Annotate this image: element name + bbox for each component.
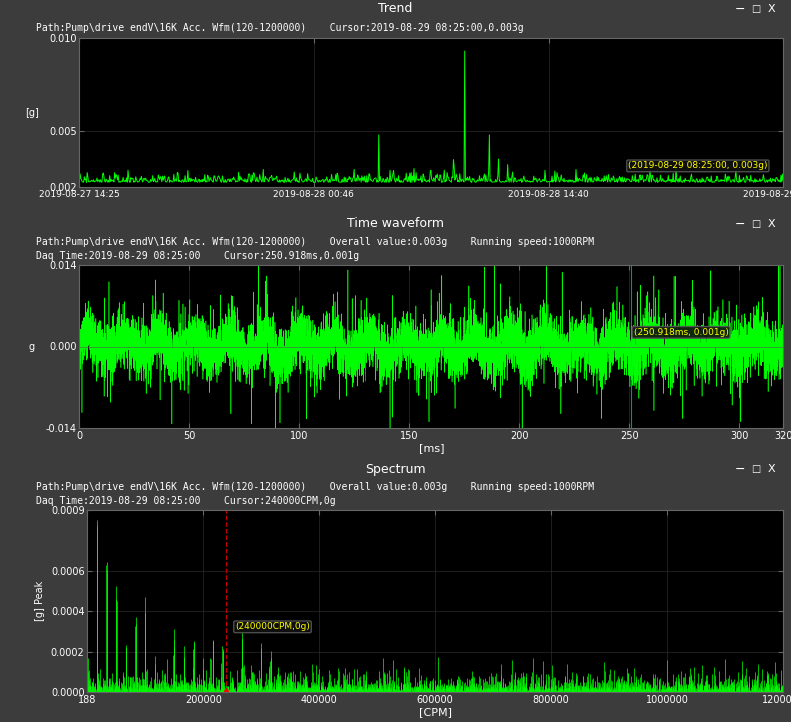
Text: −: − (734, 463, 745, 476)
X-axis label: [CPM]: [CPM] (418, 708, 452, 718)
Text: (250.918ms, 0.001g): (250.918ms, 0.001g) (634, 328, 729, 337)
Text: Spectrum: Spectrum (365, 463, 426, 476)
Text: −: − (734, 217, 745, 230)
Y-axis label: g: g (28, 342, 35, 352)
Text: X: X (767, 4, 775, 14)
Text: Daq Time:2019-08-29 08:25:00    Cursor:240000CPM,0g: Daq Time:2019-08-29 08:25:00 Cursor:2400… (36, 496, 335, 506)
Text: Daq Time:2019-08-29 08:25:00    Cursor:250.918ms,0.001g: Daq Time:2019-08-29 08:25:00 Cursor:250.… (36, 251, 359, 261)
Text: Path:Pump\drive endV\16K Acc. Wfm(120-1200000)    Overall value:0.003g    Runnin: Path:Pump\drive endV\16K Acc. Wfm(120-12… (36, 237, 594, 247)
Text: Path:Pump\drive endV\16K Acc. Wfm(120-1200000)    Overall value:0.003g    Runnin: Path:Pump\drive endV\16K Acc. Wfm(120-12… (36, 482, 594, 492)
Text: □: □ (751, 464, 760, 474)
Text: (2019-08-29 08:25:00, 0.003g): (2019-08-29 08:25:00, 0.003g) (628, 162, 767, 170)
Text: Time waveform: Time waveform (347, 217, 444, 230)
Text: □: □ (751, 4, 760, 14)
Y-axis label: [g]: [g] (25, 108, 40, 118)
Text: −: − (734, 2, 745, 15)
Text: (240000CPM,0g): (240000CPM,0g) (235, 622, 310, 631)
Text: Path:Pump\drive endV\16K Acc. Wfm(120-1200000)    Cursor:2019-08-29 08:25:00,0.0: Path:Pump\drive endV\16K Acc. Wfm(120-12… (36, 23, 524, 33)
Text: X: X (767, 219, 775, 229)
X-axis label: [ms]: [ms] (418, 443, 444, 453)
Text: □: □ (751, 219, 760, 229)
Text: X: X (767, 464, 775, 474)
Text: Trend: Trend (378, 2, 413, 15)
Y-axis label: [g] Peak: [g] Peak (36, 581, 45, 621)
